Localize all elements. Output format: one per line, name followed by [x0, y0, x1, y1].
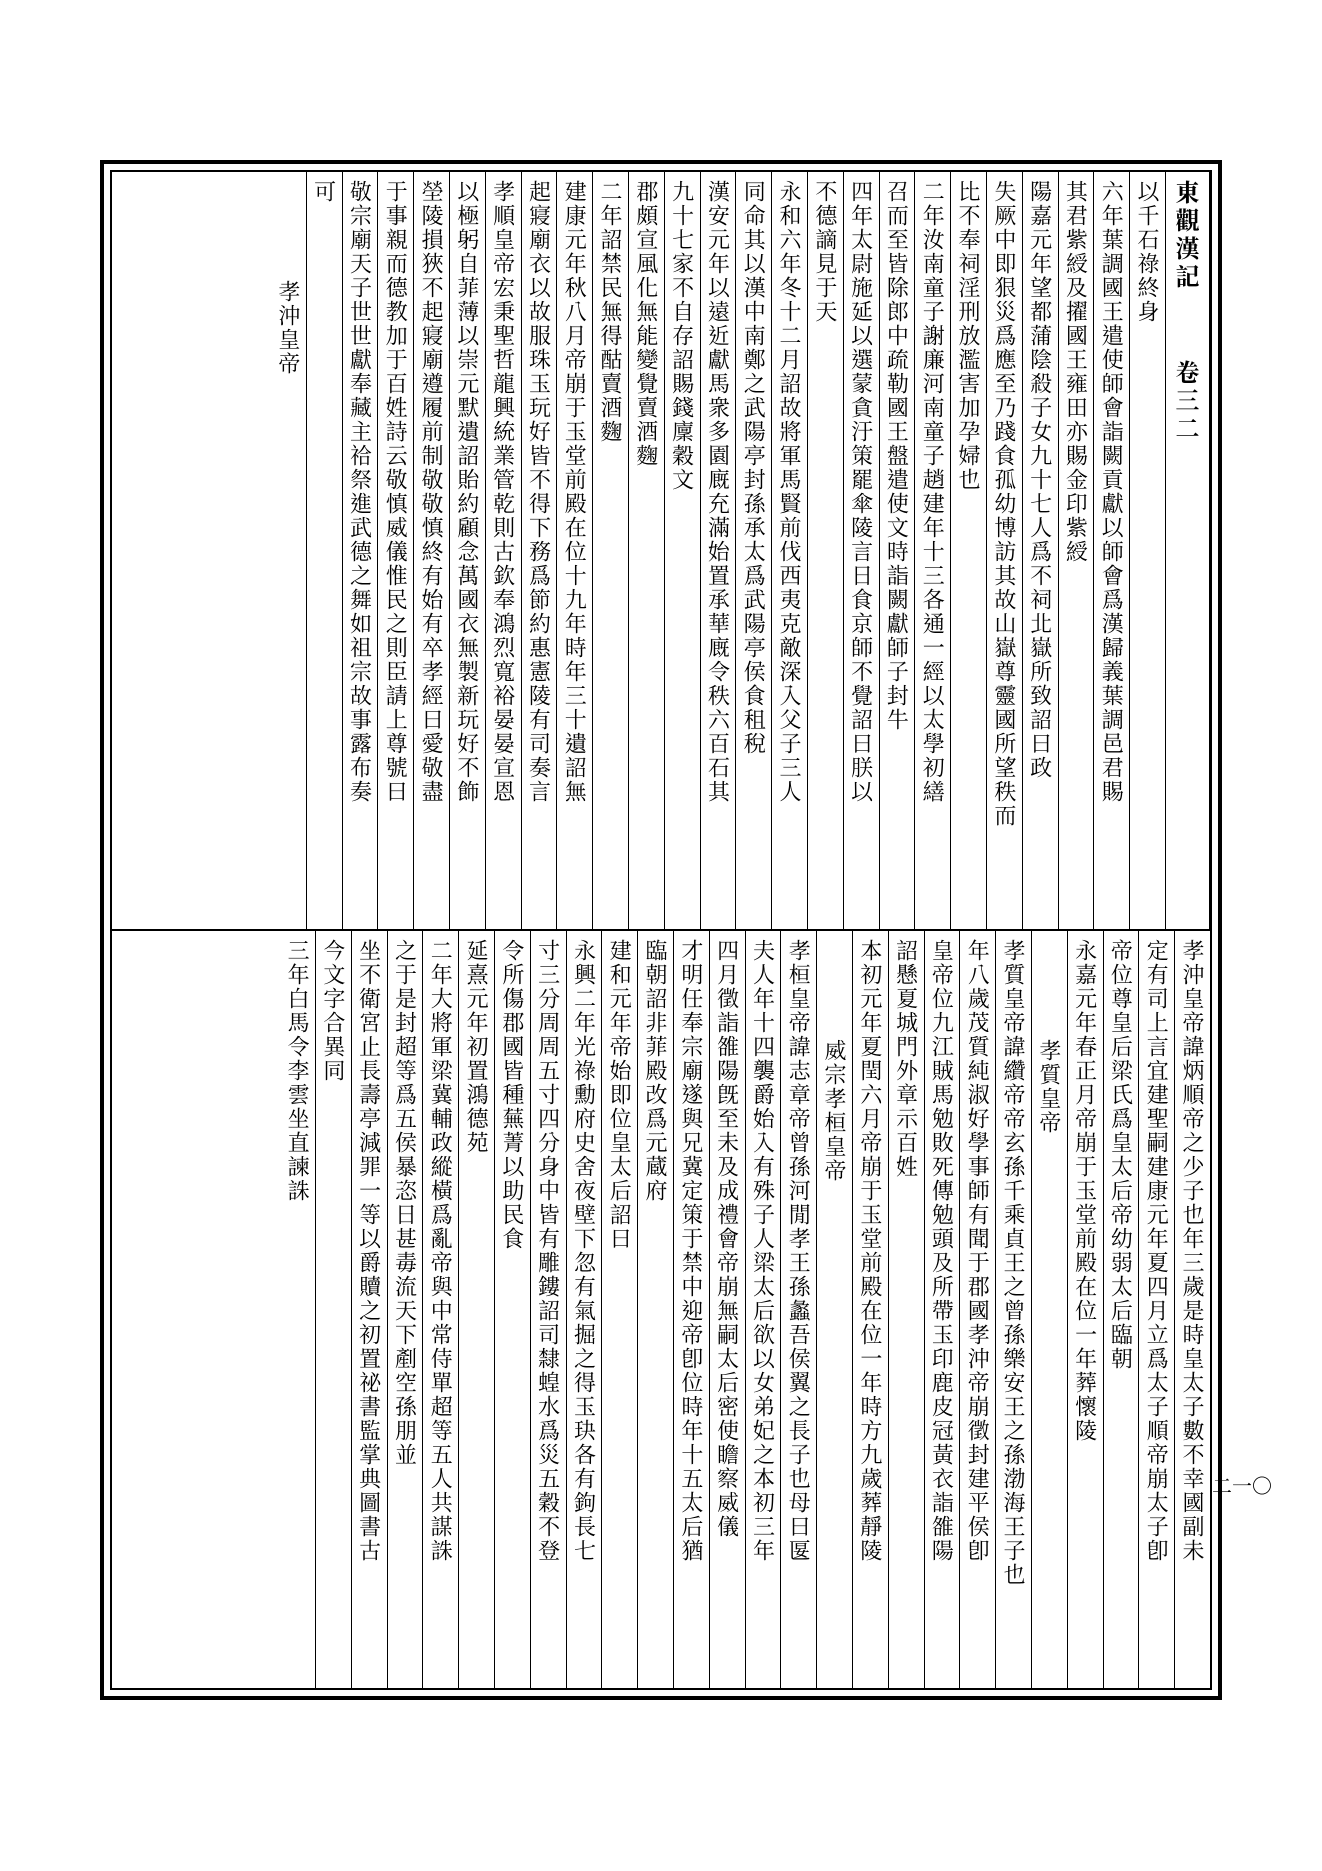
text-column: 不德謫見于天: [808, 172, 844, 929]
text-column: 二年汝南童子謝廉河南童子趙建年十三各通一經以太學初繕: [915, 172, 951, 929]
text-column: 可: [307, 172, 343, 929]
book-title-header: 東觀漢記 卷三二: [1166, 172, 1210, 929]
text-column: 四年太尉施延以選蒙貪汙策罷傘陵言日食京師不覺詔曰朕以: [844, 172, 880, 929]
text-column: 九十七家不自存詔賜錢廩穀文: [665, 172, 701, 929]
text-column: 孝質皇帝諱纘帝帝玄孫千乘貞王之曾孫樂安王之孫渤海王子也: [996, 931, 1032, 1688]
text-column: 臨朝詔非菲殿改爲元蔵府: [638, 931, 674, 1688]
text-column: 郡頗宣風化無能變覺賣酒麴: [629, 172, 665, 929]
text-column: 孝順皇帝宏秉聖哲龍興統業管乾則古欽奉鴻烈寬裕晏晏宣恩: [486, 172, 522, 929]
text-column: 塋陵損狹不起寢廟遵履前制敬敬慎終有始有卒孝經曰愛敬盡: [414, 172, 450, 929]
volume-label: 卷三二: [1170, 360, 1205, 444]
inner-frame: 東觀漢記 卷三二 以千石祿終身 六年葉調國王遣使師會詣闕貢獻以師會爲漢歸義葉調邑…: [110, 170, 1212, 1690]
text-column: 帝位尊皇后梁氏爲皇太后帝幼弱太后臨朝: [1104, 931, 1140, 1688]
text-column: 永嘉元年春正月帝崩于玉堂前殿在位一年葬懷陵: [1068, 931, 1104, 1688]
text-column: 以千石祿終身: [1130, 172, 1166, 929]
book-title: 東觀漢記: [1170, 180, 1205, 292]
top-text-section: 東觀漢記 卷三二 以千石祿終身 六年葉調國王遣使師會詣闕貢獻以師會爲漢歸義葉調邑…: [112, 172, 1210, 931]
text-column: 令所傷郡國皆種蕪菁以助民食: [495, 931, 531, 1688]
text-column: 失厥中即狠災爲應至乃踐食孤幼博訪其故山嶽尊靈國所望秩而: [987, 172, 1023, 929]
text-column: 坐不衛宮止長壽亭減罪一等以爵贖之初置祕書監掌典圖書古: [352, 931, 388, 1688]
text-column: 延熹元年初置鴻德苑: [459, 931, 495, 1688]
text-column: 敬宗廟天子世世獻奉藏主祫祭進武德之舞如祖宗故事露布奏: [343, 172, 379, 929]
text-column: 皇帝位九江賊馬勉敗死傳勉頭及所帶玉印鹿皮冠黃衣詣雒陽: [925, 931, 961, 1688]
bottom-text-section: 孝沖皇帝諱炳順帝之少子也年三歲是時皇太子數不幸國副未 定有司上言宜建聖嗣建康元年…: [112, 931, 1210, 1688]
chapter-heading: 孝質皇帝: [1032, 931, 1068, 1688]
text-column: 三年白馬令李雲坐直諫誅: [280, 931, 316, 1688]
text-column: 四月徵詣雒陽旣至未及成禮會帝崩無嗣太后密使瞻察威儀: [710, 931, 746, 1688]
text-column: 六年葉調國王遣使師會詣闕貢獻以師會爲漢歸義葉調邑君賜: [1094, 172, 1130, 929]
text-column: 比不奉祠淫刑放濫害加孕婦也: [951, 172, 987, 929]
page-number: 二一〇: [1212, 1470, 1272, 1499]
text-column: 孝沖皇帝諱炳順帝之少子也年三歲是時皇太子數不幸國副未: [1175, 931, 1210, 1688]
text-column: 二年大將軍梁冀輔政縱橫爲亂帝與中常侍單超等五人共謀誅: [423, 931, 459, 1688]
chapter-heading: 孝沖皇帝: [271, 172, 307, 929]
text-column: 起寢廟衣以故服珠玉玩好皆不得下務爲節約惠憲陵有司奏言: [522, 172, 558, 929]
text-column: 寸三分周周五寸四分身中皆有雕鏤詔司隸蝗水爲災五穀不登: [531, 931, 567, 1688]
text-column: 年八歲茂質純淑好學事師有聞于郡國孝沖帝崩徵封建平侯卽: [960, 931, 996, 1688]
text-column: 其君紫綬及擢國王雍田亦賜金印紫綬: [1059, 172, 1095, 929]
text-column: 建和元年帝始即位皇太后詔曰: [602, 931, 638, 1688]
text-column: 建康元年秋八月帝崩于玉堂前殿在位十九年時年三十遺詔無: [557, 172, 593, 929]
text-column: 之于是封超等爲五侯暴恣日甚毒流天下剷空孫朋並: [388, 931, 424, 1688]
text-column: 陽嘉元年望都蒲陰殺子女九十七人爲不祠北嶽所致詔曰政: [1023, 172, 1059, 929]
text-column: 永和六年冬十二月詔故將軍馬賢前伐西夷克敵深入父子三人: [772, 172, 808, 929]
text-column: 夫人年十四襲爵始入有殊子人梁太后欲以女弟妃之本初三年: [746, 931, 782, 1688]
text-column: 才明任奉宗廟遂與兄冀定策于禁中迎帝卽位時年十五太后猶: [674, 931, 710, 1688]
text-column: 于事親而德教加于百姓詩云敬慎威儀惟民之則臣請上尊號曰: [378, 172, 414, 929]
text-column: 漢安元年以遠近獻馬衆多園廐充滿始置承華廐令秩六百石其: [701, 172, 737, 929]
text-column: 本初元年夏閏六月帝崩于玉堂前殿在位一年時方九歲葬靜陵: [853, 931, 889, 1688]
chapter-heading: 威宗孝桓皇帝: [817, 931, 853, 1688]
text-column: 同命其以漢中南鄭之武陽亭封孫承太爲武陽亭侯食租稅: [736, 172, 772, 929]
text-column: 以極躬自菲薄以崇元默遺詔貽約顧念萬國衣無製新玩好不飾: [450, 172, 486, 929]
text-column: 二年詔禁民無得酤賣酒麴: [593, 172, 629, 929]
text-column: 詔懸夏城門外章示百姓: [889, 931, 925, 1688]
text-column: 今文字合異同: [316, 931, 352, 1688]
text-column: 召而至皆除郎中疏勒國王盤遣使文時詣闕獻師子封牛: [880, 172, 916, 929]
text-column: 孝桓皇帝諱志章帝曾孫河閒孝王孫蠡吾侯翼之長子也母曰匽: [781, 931, 817, 1688]
page-frame: 東觀漢記 卷三二 以千石祿終身 六年葉調國王遣使師會詣闕貢獻以師會爲漢歸義葉調邑…: [100, 160, 1222, 1700]
text-column: 永興二年光祿勳府史舍夜壁下忽有氣掘之得玉玦各有鉤長七: [567, 931, 603, 1688]
text-column: 定有司上言宜建聖嗣建康元年夏四月立爲太子順帝崩太子卽: [1139, 931, 1175, 1688]
